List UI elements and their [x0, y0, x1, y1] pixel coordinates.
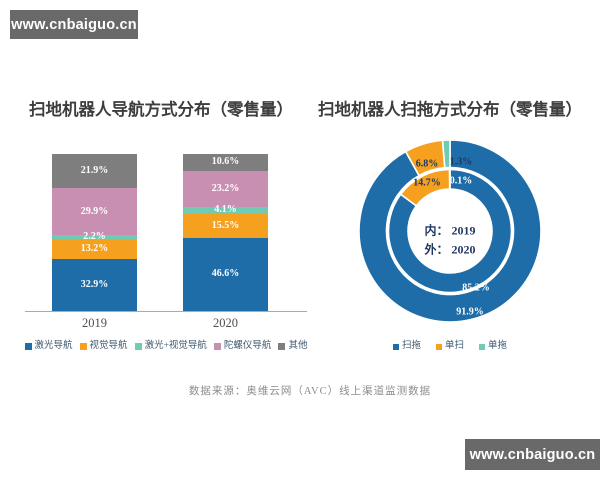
legend-label: 陀螺仪导航	[223, 341, 272, 351]
legend-swatch	[435, 343, 442, 350]
watermark-top-left: www.cnbaiguo.cn	[10, 10, 138, 39]
stacked-bar-plot: 32.9% 13.2% 2.2% 29.9% 21.9% 2019 46.6% 15.5% 4.…	[25, 153, 307, 330]
legend-swatch	[79, 343, 87, 351]
bar-2019: 32.9% 13.2% 2.2% 29.9% 21.9%	[52, 153, 137, 311]
bar-segment-value: 4.1%	[214, 204, 237, 216]
bar-segment: 46.6%	[183, 237, 268, 311]
donut-center-label: 内： 2019 外： 2020	[424, 221, 475, 258]
legend-item: 单拖	[479, 341, 508, 352]
donut-chart-title: 扫地机器人扫拖方式分布（零售量）	[318, 100, 582, 119]
legend-swatch	[134, 343, 142, 351]
bar-segment-value: 32.9%	[80, 279, 109, 291]
bar-segment-value: 21.9%	[80, 165, 109, 177]
legend-swatch	[392, 343, 399, 350]
bar-segment: 4.1%	[183, 204, 268, 216]
legend-label: 其他	[288, 341, 308, 351]
donut-chart-legend: 扫拖 单扫 单拖	[340, 341, 560, 352]
legend-swatch	[479, 343, 485, 350]
bar-segment: 23.2%	[183, 170, 268, 208]
bar-chart-title: 扫地机器人导航方式分布（零售量）	[29, 100, 293, 119]
source-note: 数据来源：奥维云网（AVC）线上渠道监测数据	[188, 386, 432, 397]
bar-segment: 10.6%	[183, 154, 268, 171]
bar-chart-legend: 激光导航 视觉导航 激光+视觉导航 陀螺仪导航 其他	[20, 341, 312, 352]
bar-segment: 21.9%	[52, 153, 137, 189]
donut-segment-2020-单拖	[441, 139, 451, 169]
bar-segment: 32.9%	[52, 259, 137, 311]
legend-label: 激光导航	[34, 341, 73, 351]
legend-item: 视觉导航	[79, 341, 128, 352]
donut-value-label: 0.1%	[449, 175, 473, 187]
x-axis-label: 2020	[213, 316, 238, 330]
legend-item: 激光+视觉导航	[134, 341, 207, 352]
donut-center-outer-year: 外： 2020	[424, 242, 476, 256]
watermark-bottom-right: www.cnbaiguo.cn	[465, 439, 600, 470]
legend-item: 其他	[278, 341, 308, 352]
legend-swatch	[213, 343, 221, 351]
bar-segment-value: 29.9%	[80, 205, 109, 217]
bar-segment-value: 46.6%	[211, 268, 240, 280]
legend-label: 单拖	[488, 341, 508, 351]
legend-item: 激光导航	[24, 341, 73, 352]
donut-value-label: 91.9%	[456, 306, 484, 318]
legend-item: 单扫	[435, 341, 464, 352]
bar-segment-value: 10.6%	[211, 156, 240, 168]
legend-label: 扫拖	[401, 341, 421, 351]
bar-segment-value: 23.2%	[211, 182, 240, 194]
bar-segment-value: 2.2%	[83, 230, 106, 242]
legend-label: 单扫	[444, 341, 464, 351]
donut-center-inner-year: 内： 2019	[424, 223, 476, 238]
donut-value-label: 1.3%	[449, 156, 473, 168]
x-axis-label: 2019	[82, 316, 107, 330]
bar-segment-value: 15.5%	[211, 219, 240, 231]
bar-segment: 29.9%	[52, 188, 137, 236]
bar-segment: 15.5%	[183, 213, 268, 238]
legend-item: 扫拖	[392, 341, 421, 352]
legend-label: 视觉导航	[89, 341, 128, 351]
donut-value-label: 14.7%	[413, 177, 441, 189]
bar-segment-value: 13.2%	[80, 243, 109, 254]
bar-segment: 2.2%	[52, 231, 137, 241]
legend-swatch	[24, 343, 32, 351]
legend-label: 激光+视觉导航	[144, 341, 207, 351]
donut-value-label: 85.2%	[462, 282, 490, 294]
donut-segment-2019-扫拖	[387, 168, 513, 294]
donut-segment-2020-扫拖	[358, 139, 542, 323]
bar-2020: 46.6% 15.5% 4.1% 23.2% 10.6%	[183, 154, 268, 311]
donut-value-label: 6.8%	[415, 158, 439, 170]
legend-swatch	[278, 343, 286, 351]
legend-item: 陀螺仪导航	[213, 341, 272, 352]
bar-segment: 13.2%	[52, 238, 137, 260]
